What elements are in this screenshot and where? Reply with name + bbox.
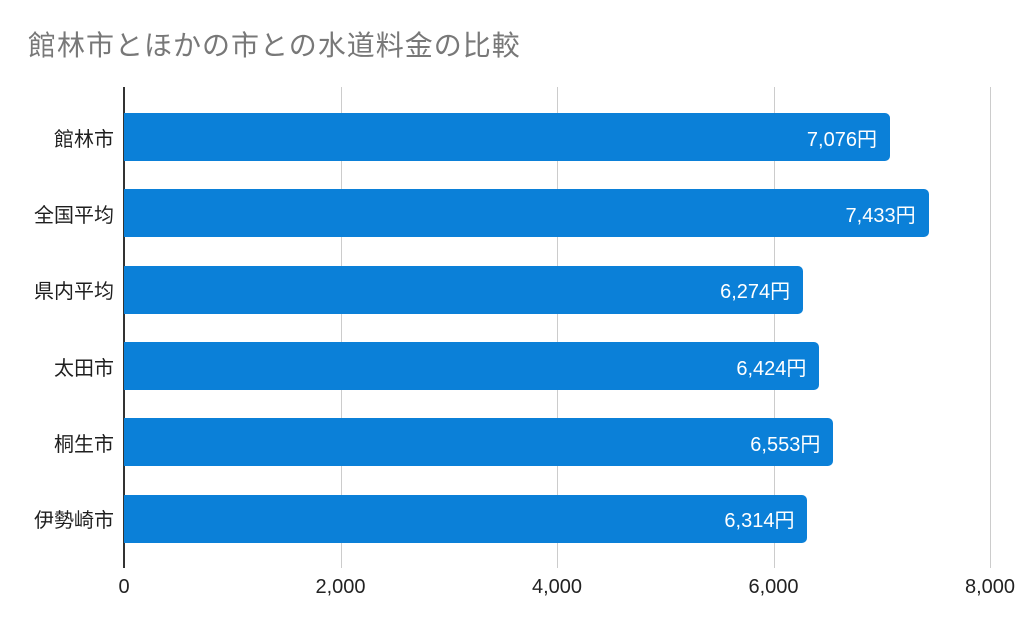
x-tick-label: 4,000 (531, 576, 583, 598)
gridline-4000 (557, 87, 558, 568)
chart-title: 館林市とほかの市との水道料金の比較 (28, 30, 521, 61)
category-label: 全国平均 (34, 204, 114, 227)
bar-row: 全国平均 7,433円 (0, 175, 990, 251)
value-label: 6,424円 (736, 357, 807, 380)
category-label: 館林市 (54, 128, 114, 151)
category-label: 太田市 (54, 357, 114, 380)
x-tick-label: 6,000 (748, 576, 799, 598)
y-axis-line (123, 87, 125, 568)
value-label: 6,314円 (724, 510, 795, 533)
x-tick-label: 2,000 (315, 576, 366, 598)
bar-track: 6,553円 (124, 418, 990, 467)
x-axis: 0 2,000 4,000 6,000 8,000 (118, 576, 1015, 602)
bar-row: 県内平均 6,274円 (0, 252, 990, 328)
bar[interactable]: 7,076円 (124, 113, 890, 162)
bar[interactable]: 6,424円 (124, 342, 820, 391)
category-label: 県内平均 (34, 281, 114, 304)
value-label: 7,076円 (806, 128, 877, 151)
plot-area (123, 87, 991, 568)
bar-track: 7,433円 (124, 189, 990, 238)
value-label: 7,433円 (845, 204, 916, 227)
x-tick-label: 0 (118, 576, 130, 598)
bar-rows: 館林市 7,076円 全国平均 7,433円 県内平均 6,274円 (0, 99, 990, 557)
bar-row: 館林市 7,076円 (0, 99, 990, 175)
bar-row: 桐生市 6,553円 (0, 404, 990, 480)
bar[interactable]: 6,274円 (124, 265, 804, 314)
gridline-8000 (990, 87, 991, 568)
bar-track: 7,076円 (124, 113, 990, 162)
bar-track: 6,314円 (124, 494, 990, 543)
value-label: 6,274円 (720, 281, 791, 304)
x-tick-label: 8,000 (964, 576, 1016, 598)
category-label: 桐生市 (54, 433, 114, 456)
gridline-2000 (340, 87, 342, 568)
bar[interactable]: 7,433円 (124, 189, 929, 238)
bar[interactable]: 6,314円 (124, 494, 808, 543)
value-label: 6,553円 (750, 433, 821, 456)
bar-row: 太田市 6,424円 (0, 328, 990, 404)
category-label: 伊勢崎市 (34, 510, 114, 533)
gridline-6000 (773, 87, 775, 568)
bar-track: 6,424円 (124, 342, 990, 391)
bar[interactable]: 6,553円 (124, 418, 834, 467)
bar-track: 6,274円 (124, 265, 990, 314)
bar-row: 伊勢崎市 6,314円 (0, 481, 990, 557)
